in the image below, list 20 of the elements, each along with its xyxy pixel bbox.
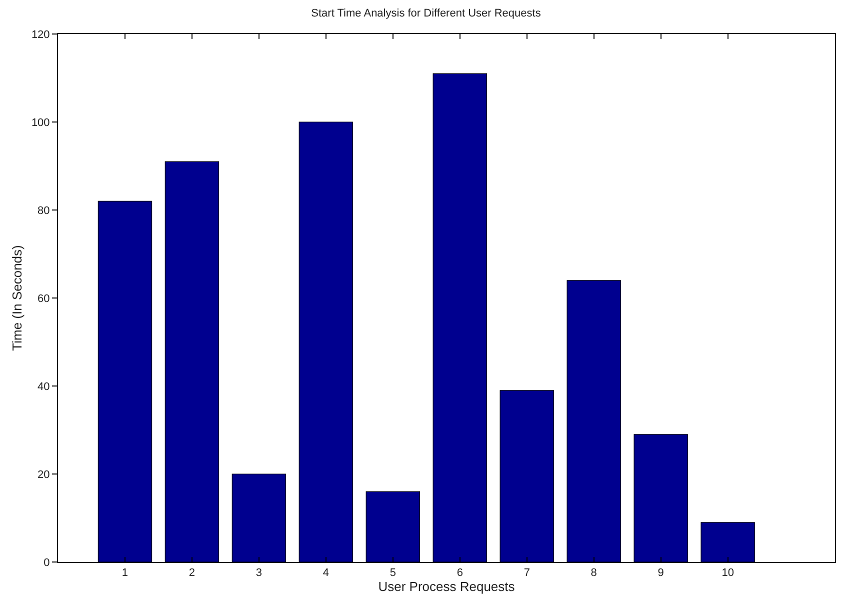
- y-tick-label: 100: [31, 116, 50, 129]
- y-tick-label: 80: [38, 204, 50, 217]
- y-tick-label: 20: [38, 468, 50, 481]
- x-tick-label: 6: [456, 567, 463, 580]
- y-tick-label: 60: [38, 292, 50, 305]
- x-tick-label: 2: [188, 567, 196, 580]
- x-tick-label: 7: [524, 567, 530, 580]
- y-tick-label: 120: [31, 28, 50, 41]
- y-axis-title: Time (In Seconds): [9, 245, 24, 351]
- chart-title: Start Time Analysis for Different User Requests: [311, 8, 542, 20]
- y-tick-label: 40: [38, 380, 50, 393]
- x-axis-title: User Process Requests: [378, 579, 516, 594]
- x-tick-label: 5: [390, 567, 396, 580]
- x-tick-label: 8: [590, 567, 597, 580]
- x-tick-label: 10: [722, 567, 734, 580]
- x-tick-label: 9: [658, 567, 664, 580]
- x-tick-label: 1: [122, 567, 128, 580]
- x-tick-label: 3: [256, 567, 262, 580]
- x-tick-label: 4: [322, 567, 329, 580]
- y-tick-label: 0: [44, 556, 50, 569]
